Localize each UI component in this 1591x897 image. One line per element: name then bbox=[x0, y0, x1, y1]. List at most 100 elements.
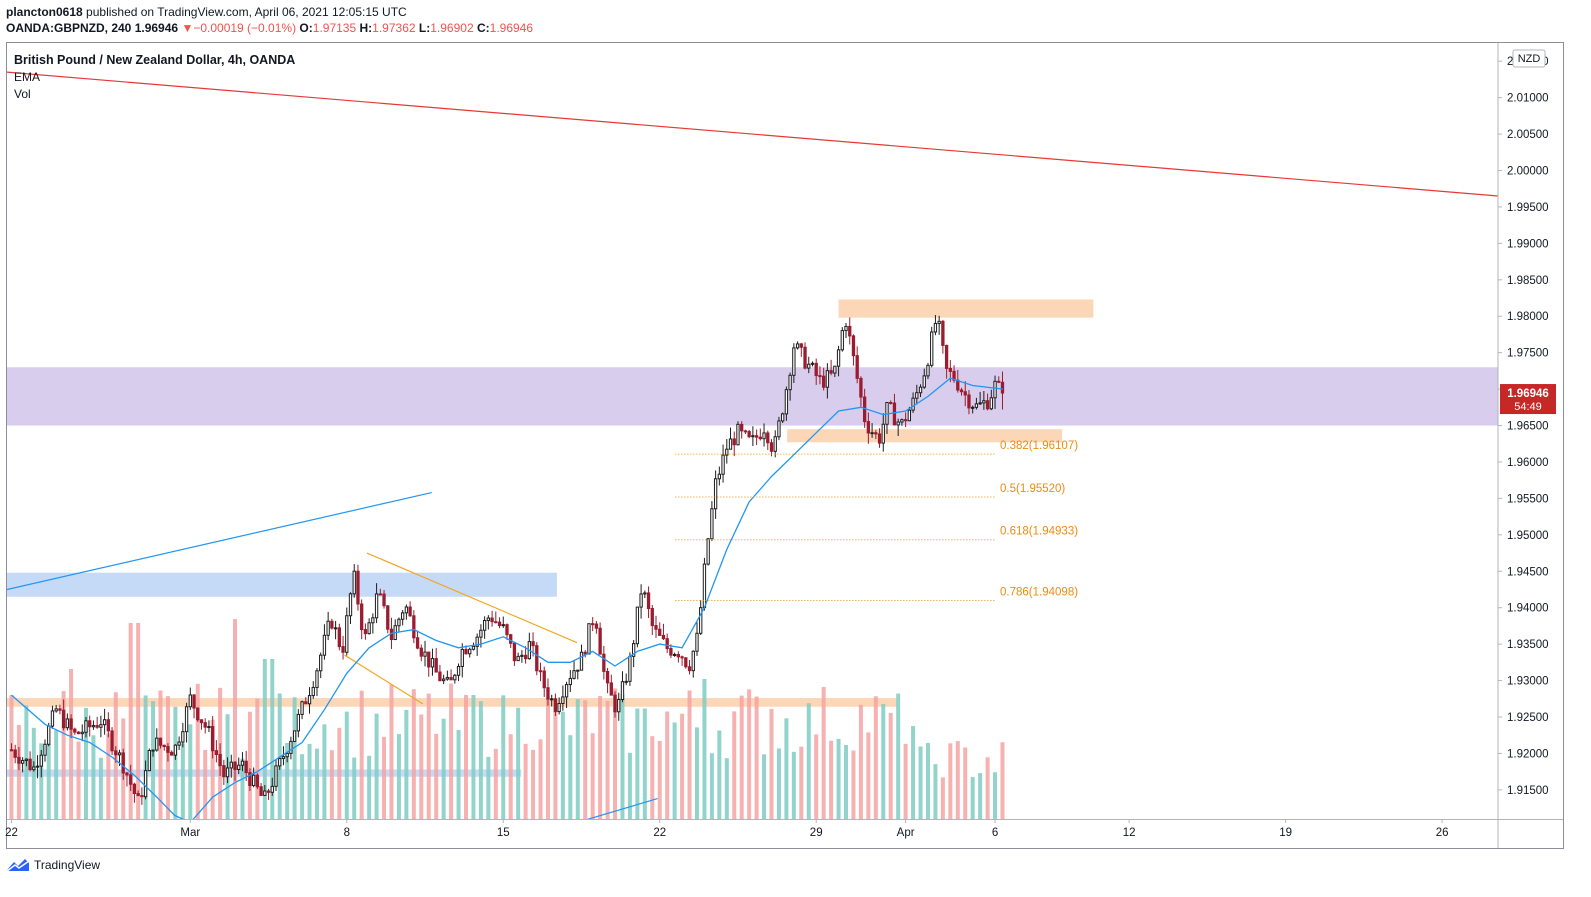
candle-body bbox=[993, 380, 997, 399]
candle-body bbox=[870, 432, 874, 435]
candle-body bbox=[967, 394, 971, 409]
candle-body bbox=[132, 783, 137, 795]
candle-body bbox=[427, 651, 431, 668]
volume-bar bbox=[106, 733, 111, 819]
chart-frame[interactable] bbox=[6, 42, 1564, 849]
candle-body bbox=[490, 617, 494, 623]
volume-bar bbox=[911, 726, 916, 819]
candle-body bbox=[274, 765, 278, 787]
candle-body bbox=[844, 325, 848, 332]
candle-body bbox=[270, 785, 274, 793]
symbol-title[interactable]: British Pound / New Zealand Dollar, 4h, … bbox=[14, 53, 296, 67]
candle-body bbox=[330, 620, 334, 629]
candle-body bbox=[635, 606, 640, 645]
volume-bar bbox=[337, 727, 342, 819]
candle-body bbox=[609, 682, 613, 696]
volume-bar bbox=[806, 703, 811, 819]
candle-body bbox=[181, 731, 185, 743]
candle-body bbox=[244, 760, 248, 774]
candle-body bbox=[415, 637, 420, 649]
volume-bar bbox=[300, 754, 305, 819]
y-tick-label: 1.97500 bbox=[1507, 348, 1549, 360]
candle-body bbox=[721, 454, 725, 475]
candle-body bbox=[564, 684, 569, 698]
volume-bar bbox=[702, 679, 707, 819]
volume-bar bbox=[627, 752, 632, 819]
volume-bar bbox=[516, 707, 521, 819]
ema-indicator-label[interactable]: EMA bbox=[14, 70, 41, 84]
volume-bar bbox=[54, 730, 59, 819]
candle-body bbox=[162, 744, 166, 748]
volume-bar bbox=[1000, 742, 1005, 819]
volume-bar bbox=[799, 746, 804, 819]
ticker-label: OANDA:GBPNZD, 240 bbox=[6, 21, 132, 35]
candle-body bbox=[922, 375, 926, 388]
candle-body bbox=[192, 694, 196, 709]
candle-body bbox=[933, 322, 938, 333]
candle-body bbox=[177, 741, 181, 746]
candle-body bbox=[918, 386, 923, 394]
candle-body bbox=[129, 774, 133, 785]
candle-body bbox=[799, 343, 803, 348]
candle-body bbox=[963, 391, 967, 396]
bar-countdown: 54:49 bbox=[1514, 401, 1542, 413]
volume-bar bbox=[613, 688, 618, 819]
candle-body bbox=[136, 793, 140, 797]
volume-bar bbox=[747, 689, 752, 819]
volume-bar bbox=[478, 701, 483, 819]
volume-bar bbox=[821, 687, 826, 819]
candle-body bbox=[285, 752, 289, 758]
candle-body bbox=[658, 628, 662, 636]
volume-bar bbox=[732, 711, 737, 819]
volume-bar bbox=[724, 758, 729, 819]
candle-body bbox=[948, 367, 952, 372]
x-tick-label: 22 bbox=[653, 827, 666, 839]
currency-badge[interactable]: NZD bbox=[1512, 49, 1546, 68]
candle-body bbox=[99, 724, 103, 728]
candle-body bbox=[430, 658, 435, 668]
candle-body bbox=[292, 730, 297, 742]
candle-body bbox=[978, 402, 982, 405]
candle-body bbox=[311, 686, 315, 697]
volume-bar bbox=[993, 772, 998, 819]
candle-body bbox=[345, 615, 349, 653]
candle-body bbox=[952, 370, 956, 381]
volume-bar bbox=[873, 696, 878, 819]
candle-body bbox=[784, 389, 789, 415]
volume-bar bbox=[262, 659, 267, 819]
candle-body bbox=[147, 749, 151, 772]
candle-body bbox=[76, 731, 81, 735]
candle-body bbox=[613, 694, 617, 713]
candle-body bbox=[773, 436, 777, 452]
y-tick-label: 1.96000 bbox=[1507, 457, 1549, 469]
candle-body bbox=[665, 638, 669, 650]
candle-body bbox=[531, 641, 535, 647]
candle-body bbox=[367, 622, 371, 635]
volume-bar bbox=[404, 709, 409, 819]
volume-bar bbox=[888, 712, 893, 819]
candle-body bbox=[661, 634, 666, 640]
candle-body bbox=[900, 419, 904, 423]
footer-brand[interactable]: TradingView bbox=[6, 855, 100, 875]
volume-bar bbox=[560, 711, 565, 819]
low-value: 1.96902 bbox=[430, 21, 474, 35]
volume-bar bbox=[784, 718, 789, 819]
candle-body bbox=[386, 605, 390, 630]
candle-body bbox=[117, 752, 122, 756]
candle-body bbox=[795, 343, 800, 349]
candle-body bbox=[892, 402, 897, 426]
volume-bar bbox=[292, 697, 297, 819]
x-tick-label: Apr bbox=[897, 827, 915, 839]
candle-body bbox=[419, 647, 423, 657]
open-value: 1.97135 bbox=[312, 21, 357, 35]
volume-indicator-label[interactable]: Vol bbox=[14, 87, 31, 101]
volume-bar bbox=[717, 730, 722, 819]
candle-body bbox=[263, 790, 267, 796]
volume-bar bbox=[449, 683, 454, 819]
candle-body bbox=[710, 508, 714, 540]
candle-body bbox=[754, 435, 759, 438]
publisher-name[interactable]: plancton0618 bbox=[6, 5, 83, 19]
volume-bar bbox=[896, 693, 901, 819]
fib-level-label: 0.382(1.96107) bbox=[1000, 440, 1078, 452]
